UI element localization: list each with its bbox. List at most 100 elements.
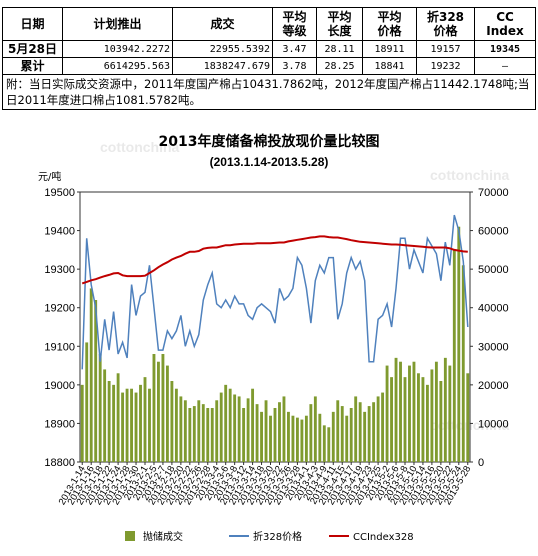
table-cell: 6614295.563 bbox=[62, 57, 173, 75]
header-date: 日期 bbox=[2, 7, 63, 41]
plot-area: 18800 18900 19000 19100 19200 19300 19400 19500… bbox=[44, 187, 508, 507]
y-tick-label: 19100 bbox=[44, 341, 75, 353]
bar bbox=[80, 384, 84, 462]
bar bbox=[430, 369, 434, 462]
y-tick-label: 18800 bbox=[44, 457, 75, 469]
y2-tick-label: 10000 bbox=[478, 418, 509, 430]
bar bbox=[295, 417, 299, 462]
bar bbox=[448, 365, 452, 462]
y2-tick-label: 20000 bbox=[478, 380, 509, 392]
bar bbox=[125, 388, 129, 462]
bar bbox=[385, 365, 389, 462]
bar bbox=[372, 402, 376, 462]
bar bbox=[224, 384, 228, 462]
legend-swatch bbox=[125, 531, 135, 541]
bar bbox=[425, 384, 429, 462]
bar bbox=[278, 402, 281, 462]
bar bbox=[255, 404, 259, 462]
y-tick-label: 18900 bbox=[44, 418, 75, 430]
bar bbox=[264, 400, 268, 462]
bar bbox=[300, 419, 304, 462]
bar bbox=[107, 381, 111, 462]
bar bbox=[210, 408, 214, 462]
bar bbox=[121, 392, 125, 462]
header-avg-grade: 平均 等级 bbox=[272, 7, 317, 41]
bar bbox=[165, 365, 169, 462]
bar bbox=[188, 408, 192, 462]
y-tick-label: 19000 bbox=[44, 380, 75, 392]
bar bbox=[98, 354, 102, 462]
bar bbox=[304, 415, 308, 462]
bar bbox=[367, 406, 371, 462]
bar bbox=[349, 408, 353, 462]
y-tick-label: 19300 bbox=[44, 264, 75, 276]
bar bbox=[403, 377, 407, 462]
header-planned: 计划推出 bbox=[62, 7, 173, 41]
table-header-row: 日期 计划推出 成交 平均 等级 平均 长度 平均 价格 折328 价格 CC … bbox=[2, 7, 536, 41]
header-cc-index: CC Index bbox=[474, 7, 536, 41]
bar bbox=[318, 413, 322, 462]
table-cell: 28.11 bbox=[316, 40, 363, 58]
bar bbox=[291, 415, 295, 462]
bar bbox=[443, 357, 447, 462]
header-328-price: 折328 价格 bbox=[416, 7, 475, 41]
bar bbox=[421, 377, 425, 462]
y-axis-unit: 元/吨 bbox=[38, 170, 61, 183]
table-cell: — bbox=[474, 57, 536, 75]
bar bbox=[242, 408, 246, 462]
series-line bbox=[81, 235, 468, 285]
table-note: 附：当日实际成交资源中，2011年度国产棉占10431.7862吨，2012年度… bbox=[2, 74, 536, 110]
bar bbox=[457, 226, 461, 462]
bar bbox=[376, 396, 380, 462]
bar bbox=[452, 249, 456, 462]
bar bbox=[309, 404, 313, 462]
row-label: 累计 bbox=[2, 57, 63, 75]
table-cell: 18841 bbox=[362, 57, 417, 75]
y-tick-label: 19200 bbox=[44, 303, 75, 315]
bar bbox=[340, 406, 344, 462]
table-cell: 19157 bbox=[416, 40, 475, 58]
watermark-text: cottonchina bbox=[430, 167, 510, 183]
bar bbox=[354, 396, 358, 462]
table-cell: 3.78 bbox=[272, 57, 317, 75]
bar bbox=[148, 388, 151, 462]
table-cell: 3.47 bbox=[272, 40, 317, 58]
y-tick-label: 19400 bbox=[44, 226, 75, 238]
legend-label: CCIndex328 bbox=[353, 532, 414, 543]
bar bbox=[381, 392, 385, 462]
price-volume-chart: cottonchina cottonchina cottonchina 2013… bbox=[38, 133, 510, 543]
bar bbox=[408, 365, 411, 462]
legend-label: 折328价格 bbox=[253, 530, 302, 543]
table-cell: 19345 bbox=[474, 40, 536, 58]
bar bbox=[390, 377, 393, 462]
table-cell: 28.25 bbox=[316, 57, 363, 75]
bar bbox=[417, 373, 420, 462]
bar bbox=[358, 402, 362, 462]
y2-tick-label: 30000 bbox=[478, 341, 509, 353]
bar bbox=[143, 377, 147, 462]
chart-legend: 抛储成交 折328价格 CCIndex328 bbox=[125, 530, 414, 543]
bar bbox=[170, 381, 174, 462]
table-cell: 22955.5392 bbox=[172, 40, 273, 58]
bar bbox=[251, 388, 255, 462]
table-row: 累计 6614295.563 1838247.679 3.78 28.25 18… bbox=[2, 57, 536, 75]
bar bbox=[197, 400, 201, 462]
bar bbox=[260, 411, 263, 462]
series-line bbox=[81, 214, 469, 370]
bar bbox=[345, 415, 349, 462]
y2-tick-label: 40000 bbox=[478, 303, 509, 315]
bar bbox=[439, 381, 443, 462]
bar bbox=[157, 361, 160, 462]
bar bbox=[94, 300, 98, 462]
bar bbox=[269, 415, 272, 462]
bar bbox=[331, 411, 335, 462]
legend-label: 抛储成交 bbox=[143, 530, 183, 543]
bar bbox=[152, 354, 156, 462]
y2-tick-label: 0 bbox=[478, 457, 484, 469]
bar bbox=[233, 394, 237, 462]
table-note-row: 附：当日实际成交资源中，2011年度国产棉占10431.7862吨，2012年度… bbox=[2, 74, 536, 110]
bar bbox=[192, 406, 196, 462]
y2-tick-label: 70000 bbox=[478, 187, 509, 199]
chart-subtitle: (2013.1.14-2013.5.28) bbox=[210, 155, 329, 169]
chart-title: 2013年度储备棉投放现价量比较图 bbox=[159, 133, 380, 150]
